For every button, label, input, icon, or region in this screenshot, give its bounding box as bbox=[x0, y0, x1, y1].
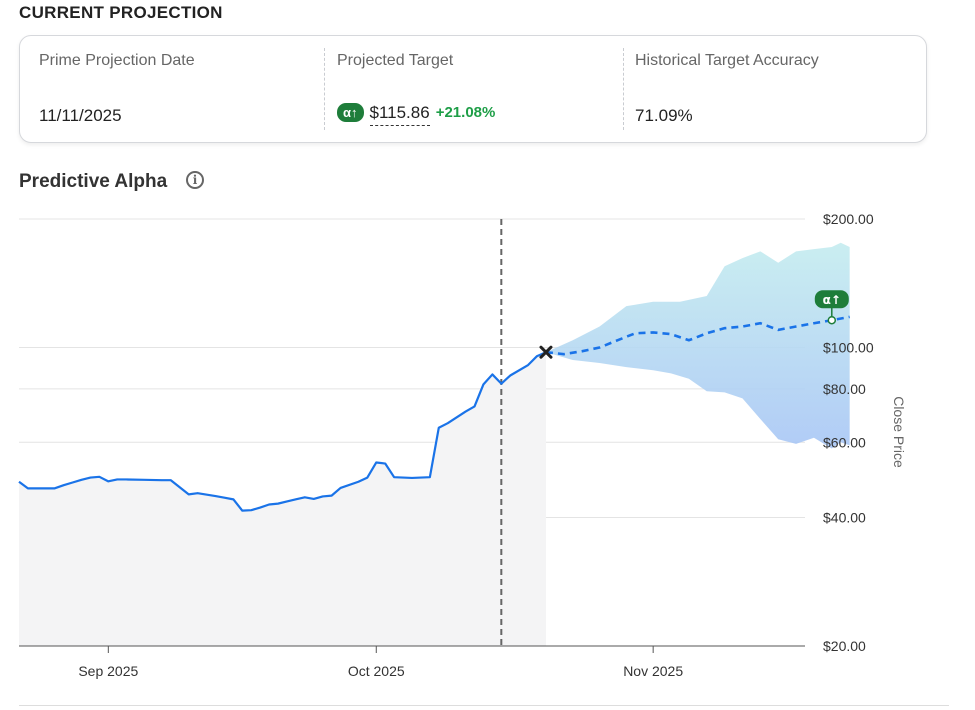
y-tick-label: $80.00 bbox=[823, 381, 866, 397]
y-axis-label: Close Price bbox=[891, 396, 907, 468]
x-tick-label: Nov 2025 bbox=[623, 663, 683, 679]
section-title: CURRENT PROJECTION bbox=[19, 3, 223, 22]
divider bbox=[324, 48, 325, 130]
projection-date-label: Prime Projection Date bbox=[39, 52, 195, 69]
projected-change: +21.08% bbox=[435, 104, 496, 122]
y-tick-label: $20.00 bbox=[823, 638, 866, 654]
projected-target-label: Projected Target bbox=[337, 52, 454, 69]
bottom-rule bbox=[19, 705, 949, 706]
projection-band bbox=[545, 242, 850, 449]
divider bbox=[623, 48, 624, 130]
accuracy-value: 71.09% bbox=[635, 106, 693, 125]
target-badge-label: α↑ bbox=[823, 293, 841, 307]
target-point[interactable] bbox=[827, 315, 837, 325]
y-tick-label: $100.00 bbox=[823, 340, 874, 356]
target-badge[interactable] bbox=[814, 290, 849, 309]
current-price-marker bbox=[539, 345, 553, 359]
y-tick-label: $200.00 bbox=[823, 211, 874, 227]
projection-date-value: 11/11/2025 bbox=[39, 106, 122, 125]
y-tick-label: $60.00 bbox=[823, 434, 866, 450]
accuracy-label: Historical Target Accuracy bbox=[635, 52, 819, 69]
projected-target-value[interactable]: $115.86 bbox=[369, 102, 430, 126]
alpha-badge: α↑ bbox=[337, 103, 364, 123]
y-tick-label: $40.00 bbox=[823, 509, 866, 525]
projected-target-row: α↑ $115.86 +21.08% bbox=[337, 102, 496, 126]
predictive-alpha-title: Predictive Alpha bbox=[19, 171, 168, 192]
projection-line bbox=[545, 315, 850, 356]
projection-card: Prime Projection Date 11/11/2025 Project… bbox=[19, 35, 927, 143]
x-tick-label: Sep 2025 bbox=[78, 663, 138, 679]
history-area bbox=[19, 352, 546, 646]
x-tick-label: Oct 2025 bbox=[348, 663, 405, 679]
history-line bbox=[18, 351, 547, 512]
info-icon[interactable]: i bbox=[186, 171, 204, 189]
price-chart: $200.00 $100.00 $80.00 $60.00 $40.00 $20.00 Se… bbox=[18, 211, 907, 679]
